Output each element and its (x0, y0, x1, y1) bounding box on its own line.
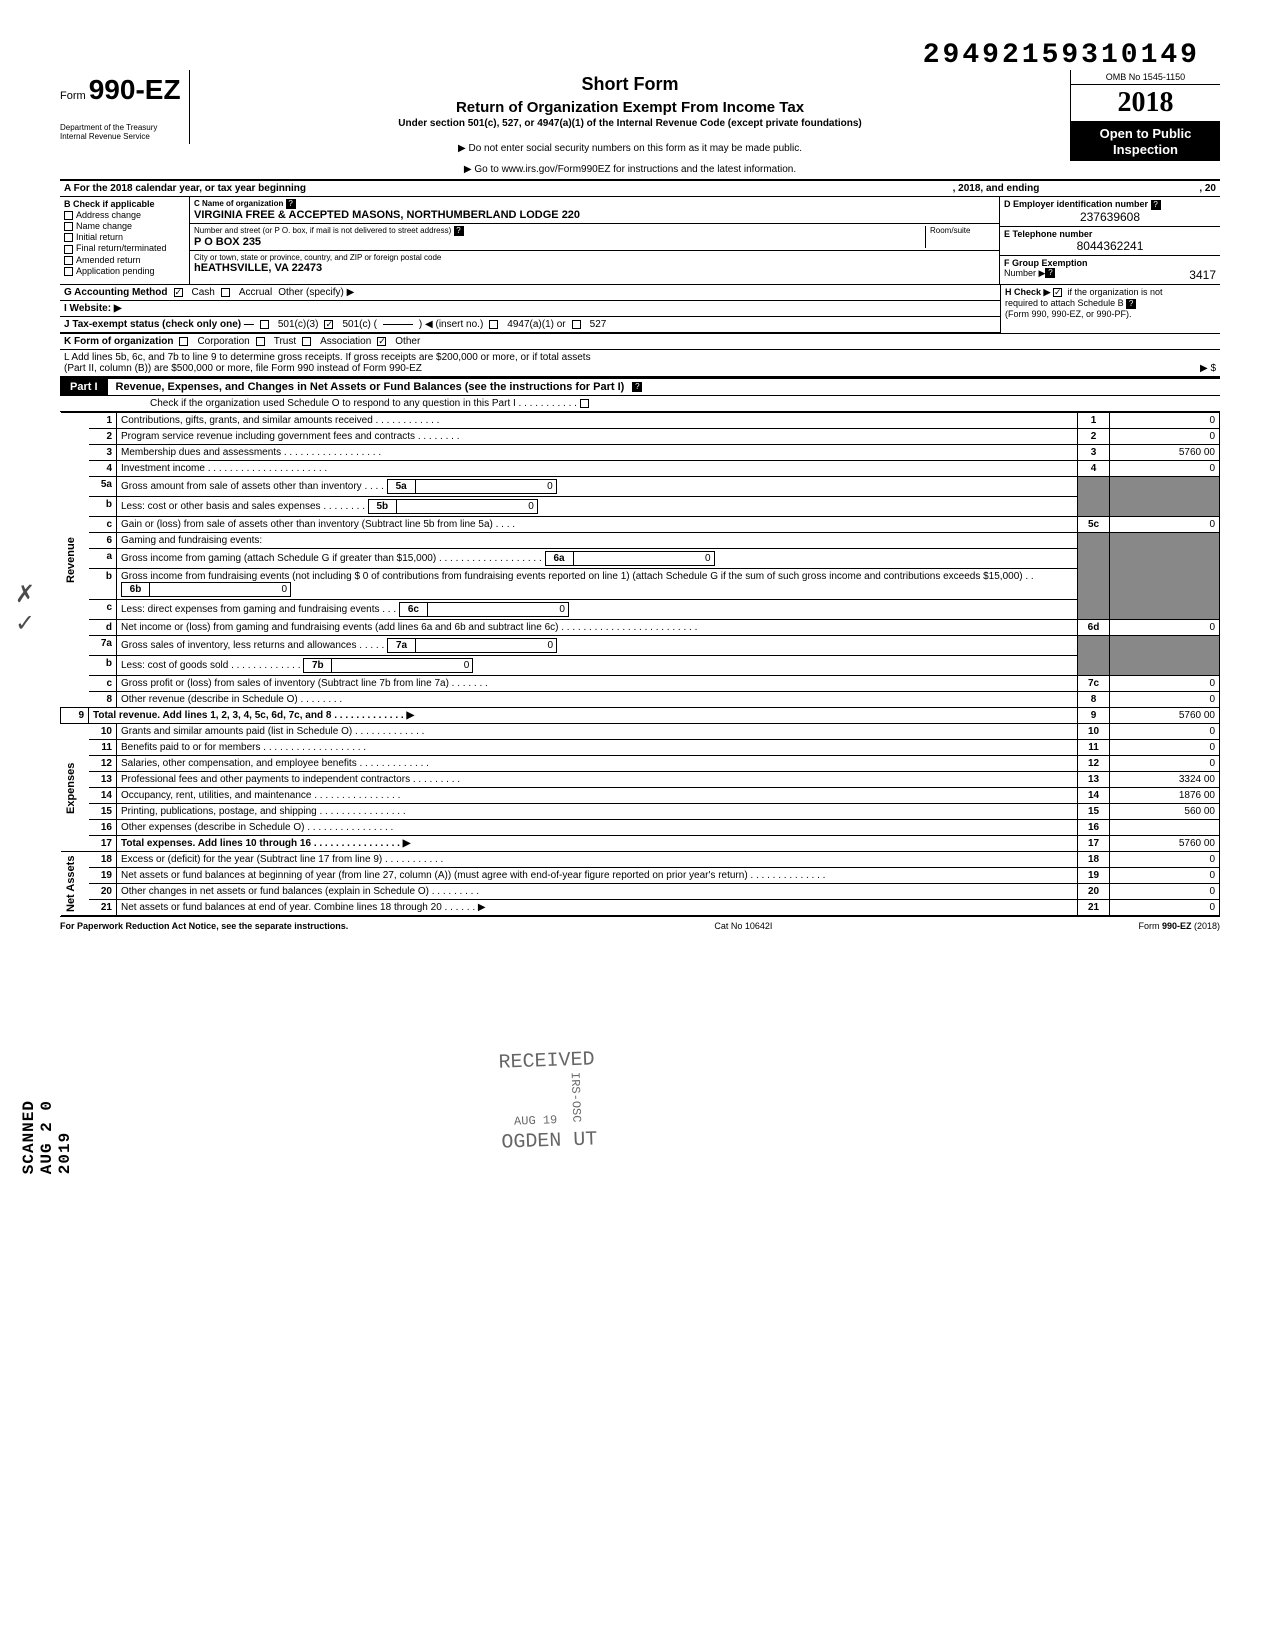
c-label: C Name of organization (194, 199, 283, 208)
title-section: Under section 501(c), 527, or 4947(a)(1)… (200, 118, 1060, 129)
top-info-grid: B Check if applicable Address change Nam… (60, 197, 1220, 285)
e-label: E Telephone number (1004, 229, 1216, 239)
handwritten-mark: ✗✓ (15, 580, 35, 638)
chk-schedule-o[interactable] (580, 399, 589, 408)
dln-number: 29492159310149 (923, 40, 1200, 71)
help-icon: ? (1045, 268, 1055, 278)
city-value: hEATHSVILLE, VA 22473 (194, 262, 995, 274)
title-short-form: Short Form (200, 74, 1060, 95)
help-icon: ? (454, 226, 464, 236)
chk-501c3[interactable] (260, 320, 269, 329)
ein-value: 237639608 (1004, 210, 1216, 224)
addr-label: Number and street (or P O. box, if mail … (194, 226, 925, 236)
city-label: City or town, state or province, country… (194, 253, 995, 262)
row-a-calendar: A For the 2018 calendar year, or tax yea… (60, 181, 1220, 197)
side-net-assets: Net Assets (61, 852, 89, 916)
scanned-stamp: SCANNED AUG 2 0 2019 (20, 1100, 74, 1174)
chk-final-return[interactable]: Final return/terminated (64, 243, 185, 253)
title-return: Return of Organization Exempt From Incom… (200, 99, 1060, 116)
open-inspection: Open to Public Inspection (1071, 122, 1220, 161)
chk-name-change[interactable]: Name change (64, 221, 185, 231)
side-revenue: Revenue (61, 413, 89, 708)
g-accounting: G Accounting Method Cash Accrual Other (… (60, 285, 1000, 301)
phone-value: 8044362241 (1004, 239, 1216, 253)
j-tax-exempt: J Tax-exempt status (check only one) — 5… (60, 317, 1000, 333)
d-label: D Employer identification number ? (1004, 199, 1216, 210)
h-check: H Check ▶ if the organization is not req… (1000, 285, 1220, 333)
chk-assoc[interactable] (302, 337, 311, 346)
dept-treasury: Department of the TreasuryInternal Reven… (60, 124, 183, 142)
chk-other[interactable] (377, 337, 386, 346)
k-form-org: K Form of organization Corporation Trust… (60, 334, 1220, 350)
form-number: Form 990-EZ (60, 74, 183, 106)
addr-value: P O BOX 235 (194, 236, 925, 248)
lines-table: Revenue 1Contributions, gifts, grants, a… (60, 412, 1220, 916)
group-exemption: 3417 (1055, 268, 1216, 282)
i-website: I Website: ▶ (60, 301, 1000, 317)
f-label: F Group Exemption (1004, 258, 1216, 268)
received-stamp: RECEIVED AUG 19 IRS-OSC OGDEN UT (498, 1048, 598, 1155)
room-label: Room/suite (930, 226, 995, 235)
chk-accrual[interactable] (221, 288, 230, 297)
chk-application-pending[interactable]: Application pending (64, 266, 185, 276)
chk-527[interactable] (572, 320, 581, 329)
chk-amended-return[interactable]: Amended return (64, 255, 185, 265)
l-gross-receipts: L Add lines 5b, 6c, and 7b to line 9 to … (60, 350, 1220, 377)
part1-sub: Check if the organization used Schedule … (60, 396, 1220, 412)
part1-header: Part I Revenue, Expenses, and Changes in… (60, 377, 1220, 396)
form-header: Form 990-EZ Department of the TreasuryIn… (60, 70, 1220, 181)
help-icon: ? (286, 199, 296, 209)
tax-year: 2018 (1071, 85, 1220, 122)
help-icon: ? (1126, 299, 1136, 309)
chk-schedule-b[interactable] (1053, 288, 1062, 297)
title-goto: ▶ Go to www.irs.gov/Form990EZ for instru… (200, 164, 1060, 175)
chk-address-change[interactable]: Address change (64, 210, 185, 220)
chk-trust[interactable] (256, 337, 265, 346)
org-name: VIRGINIA FREE & ACCEPTED MASONS, NORTHUM… (194, 209, 995, 221)
side-expenses: Expenses (61, 724, 89, 852)
help-icon: ? (632, 382, 642, 392)
b-header: B Check if applicable (64, 199, 185, 209)
chk-501c[interactable] (324, 320, 333, 329)
help-icon: ? (1151, 200, 1161, 210)
footer: For Paperwork Reduction Act Notice, see … (60, 916, 1220, 931)
f-label2: Number ▶ (1004, 268, 1045, 282)
chk-cash[interactable] (174, 288, 183, 297)
chk-corp[interactable] (179, 337, 188, 346)
chk-4947[interactable] (489, 320, 498, 329)
title-ssn-warning: ▶ Do not enter social security numbers o… (200, 143, 1060, 154)
omb-number: OMB No 1545-1150 (1071, 70, 1220, 85)
chk-initial-return[interactable]: Initial return (64, 232, 185, 242)
